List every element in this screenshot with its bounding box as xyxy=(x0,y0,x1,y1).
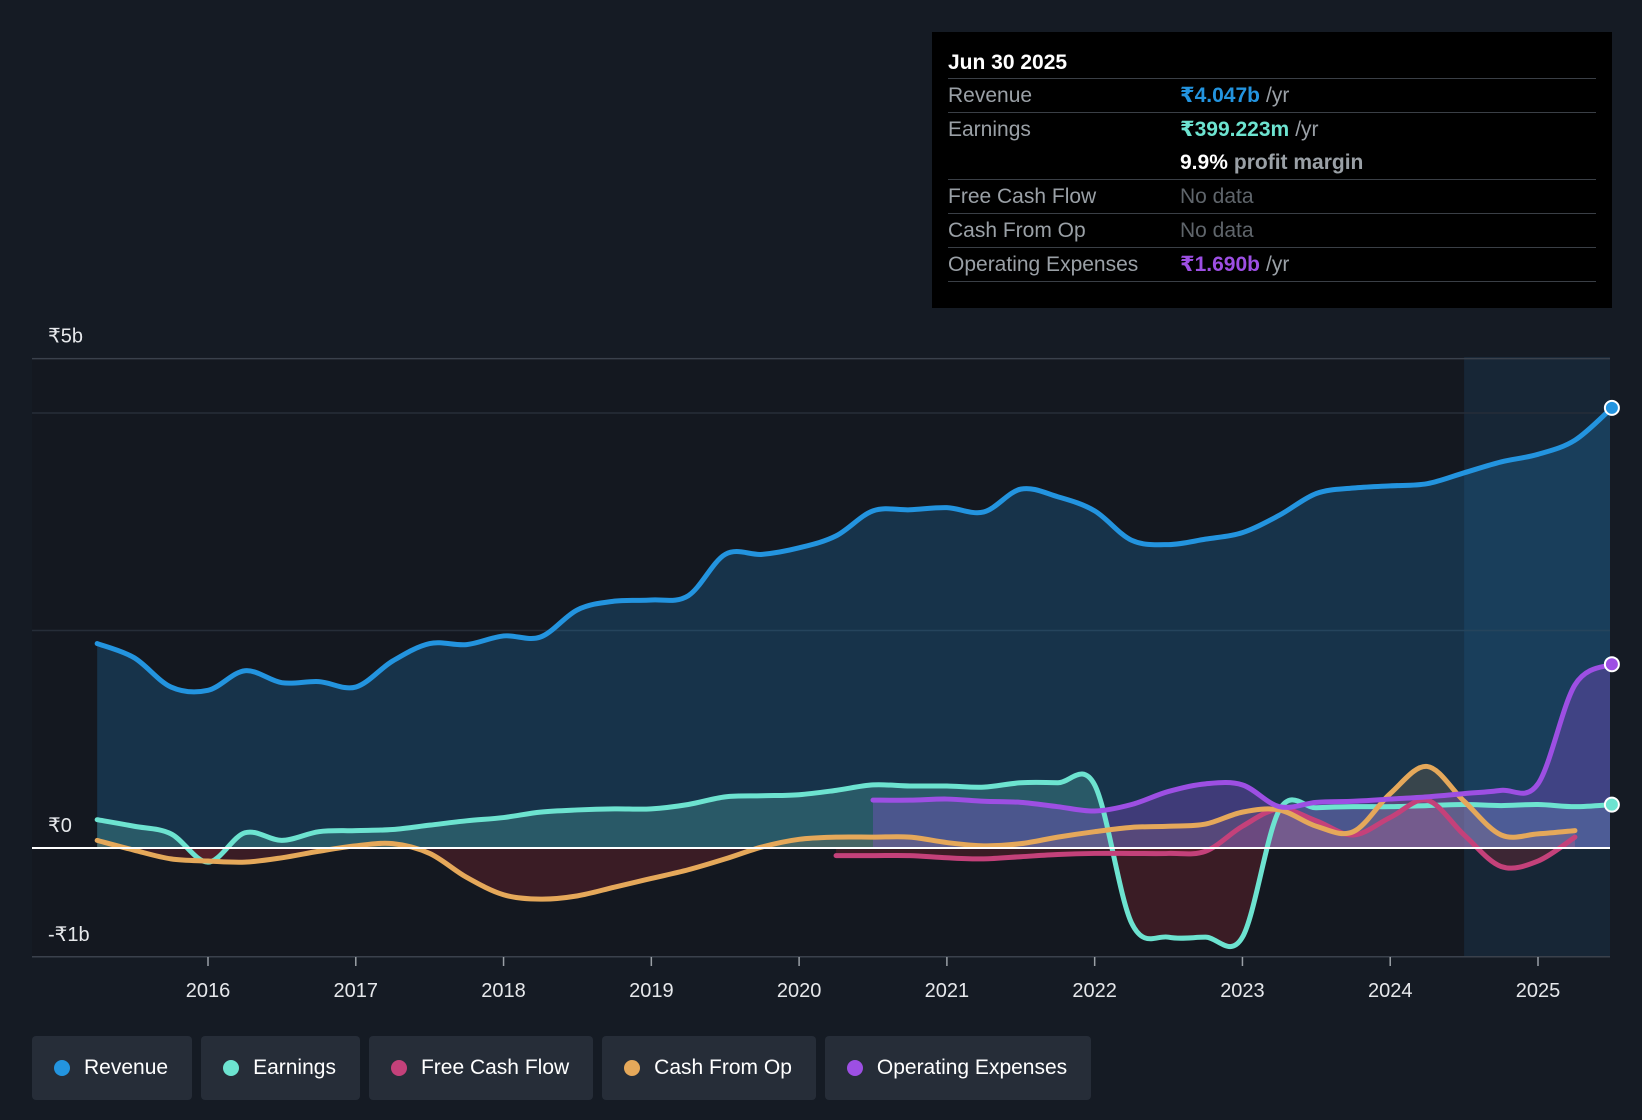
legend-item-operating-expenses[interactable]: Operating Expenses xyxy=(824,1036,1092,1100)
tooltip-opex-unit: /yr xyxy=(1266,252,1290,276)
series-endpoints xyxy=(1603,399,1620,813)
tooltip-fcf-value: No data xyxy=(1180,184,1254,208)
x-tick-label: 2024 xyxy=(1368,980,1413,1002)
cash-from-op-negative-area xyxy=(97,848,1575,900)
tooltip-row-margin: 9.9% profit margin xyxy=(948,146,1596,179)
legend-item-revenue[interactable]: Revenue xyxy=(32,1036,193,1100)
x-tick-label: 2023 xyxy=(1220,980,1265,1002)
legend-label-earnings: Earnings xyxy=(253,1056,336,1079)
tooltip-earnings-label: Earnings xyxy=(948,117,1031,141)
earnings-negative-area xyxy=(97,848,1610,947)
data-tooltip: Jun 30 2025 Revenue ₹4.047b /yr Earnings… xyxy=(932,32,1612,308)
tooltip-earnings-value: ₹399.223m xyxy=(1180,118,1290,141)
free-cash-flow-dot-icon xyxy=(390,1060,407,1076)
series-lines xyxy=(32,405,1615,949)
earnings-endpoint xyxy=(1603,796,1620,813)
tooltip-opex-label: Operating Expenses xyxy=(948,252,1139,276)
tooltip-opex-value: ₹1.690b xyxy=(1180,253,1260,276)
tooltip-revenue-label: Revenue xyxy=(948,83,1033,107)
x-axis: 2016 2017 2018 2019 2020 2021 2022 2023 2024 2025 xyxy=(186,957,1561,1002)
revenue-endpoint xyxy=(1603,399,1620,416)
y-tick-label: ₹0 xyxy=(48,815,72,837)
legend: Revenue Earnings Free Cash Flow Cash Fro… xyxy=(32,1036,1092,1100)
earnings-dot-icon xyxy=(223,1060,240,1076)
x-tick-label: 2022 xyxy=(1072,980,1117,1002)
y-axis: ₹5b ₹0 -₹1b xyxy=(48,326,90,946)
legend-item-free-cash-flow[interactable]: Free Cash Flow xyxy=(368,1036,594,1100)
tooltip-margin-text: profit margin xyxy=(1233,150,1364,174)
free-cash-flow-line xyxy=(833,797,1578,871)
operating-expenses-endpoint xyxy=(1603,656,1620,673)
tooltip-date: Jun 30 2025 xyxy=(948,51,1068,74)
tooltip-revenue-value: ₹4.047b xyxy=(1180,84,1260,107)
revenue-line xyxy=(94,405,1615,695)
y-tick-label: ₹5b xyxy=(48,326,83,348)
cash-from-op-dot-icon xyxy=(624,1060,641,1076)
cash-from-op-area xyxy=(97,766,1575,848)
legend-item-earnings[interactable]: Earnings xyxy=(201,1036,360,1100)
gridlines xyxy=(32,357,1610,958)
operating-expenses-line xyxy=(870,661,1615,814)
legend-label-revenue: Revenue xyxy=(84,1056,169,1079)
free-cash-flow-area xyxy=(836,799,1575,848)
operating-expenses-dot-icon xyxy=(846,1060,863,1076)
x-tick-label: 2017 xyxy=(334,980,379,1002)
tooltip-fcf-label: Free Cash Flow xyxy=(948,184,1097,208)
x-tick-label: 2016 xyxy=(186,980,231,1002)
y-tick-label: -₹1b xyxy=(48,924,90,946)
tooltip-row-opex: Operating Expenses ₹1.690b /yr xyxy=(948,247,1596,282)
legend-item-cash-from-op[interactable]: Cash From Op xyxy=(602,1036,816,1100)
tooltip-earnings-unit: /yr xyxy=(1295,117,1319,141)
x-tick-label: 2021 xyxy=(925,980,970,1002)
free-cash-flow-negative-area xyxy=(836,848,1575,869)
tooltip-row-fcf: Free Cash Flow No data xyxy=(948,179,1596,213)
revenue-area xyxy=(97,409,1610,848)
legend-label-cash-from-op: Cash From Op xyxy=(654,1056,792,1079)
x-tick-label: 2018 xyxy=(481,980,526,1002)
x-tick-label: 2019 xyxy=(629,980,674,1002)
revenue-dot-icon xyxy=(54,1060,70,1076)
tooltip-row-revenue: Revenue ₹4.047b /yr xyxy=(948,78,1596,112)
x-tick-label: 2025 xyxy=(1516,980,1561,1002)
earnings-area xyxy=(97,774,1610,848)
tooltip-row-cfo: Cash From Op No data xyxy=(948,213,1596,247)
legend-label-operating-expenses: Operating Expenses xyxy=(876,1056,1068,1079)
tooltip-margin-value: 9.9% xyxy=(1180,150,1228,174)
tooltip-revenue-unit: /yr xyxy=(1266,83,1290,107)
earnings-line xyxy=(94,771,1615,949)
legend-label-free-cash-flow: Free Cash Flow xyxy=(420,1056,570,1079)
tooltip-cfo-label: Cash From Op xyxy=(948,218,1086,242)
x-tick-label: 2020 xyxy=(777,980,822,1002)
tooltip-cfo-value: No data xyxy=(1180,218,1254,242)
tooltip-row-earnings: Earnings ₹399.223m /yr xyxy=(948,112,1596,146)
